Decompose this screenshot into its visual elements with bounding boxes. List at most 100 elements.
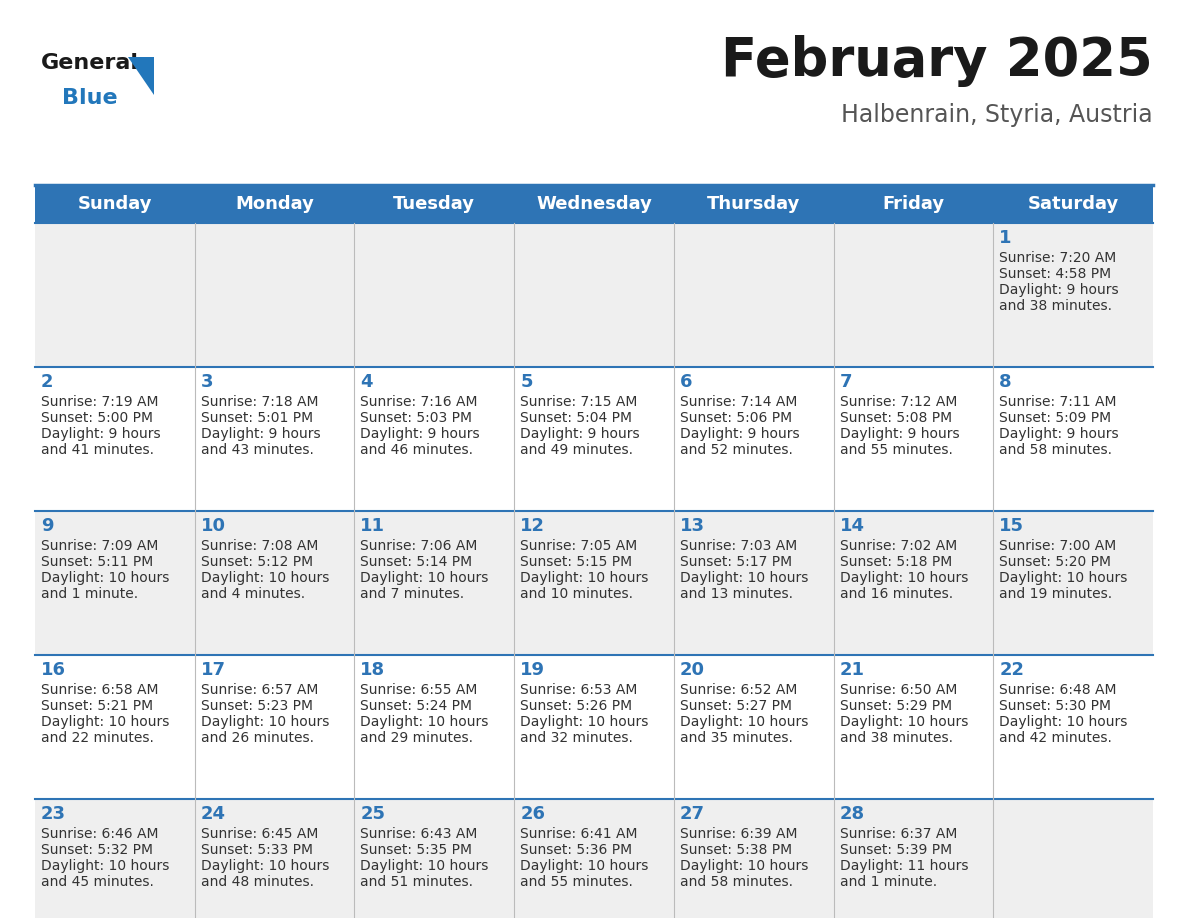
Bar	[34, 223, 1154, 367]
Text: Blue: Blue	[62, 88, 118, 107]
Text: Sunset: 5:30 PM: Sunset: 5:30 PM	[999, 699, 1111, 712]
Bar	[34, 655, 1154, 799]
Text: Sunset: 5:08 PM: Sunset: 5:08 PM	[840, 410, 952, 425]
Text: 5: 5	[520, 373, 532, 391]
Text: Sunset: 5:21 PM: Sunset: 5:21 PM	[42, 699, 153, 712]
Text: Sunset: 5:12 PM: Sunset: 5:12 PM	[201, 554, 312, 568]
Text: Daylight: 10 hours: Daylight: 10 hours	[360, 858, 488, 873]
Text: Sunrise: 6:58 AM: Sunrise: 6:58 AM	[42, 683, 158, 697]
Text: Sunset: 5:17 PM: Sunset: 5:17 PM	[680, 554, 792, 568]
Text: and 13 minutes.: and 13 minutes.	[680, 587, 792, 600]
Text: Sunset: 5:33 PM: Sunset: 5:33 PM	[201, 843, 312, 856]
Text: Sunset: 5:15 PM: Sunset: 5:15 PM	[520, 554, 632, 568]
Text: and 41 minutes.: and 41 minutes.	[42, 442, 154, 456]
Text: Daylight: 10 hours: Daylight: 10 hours	[680, 858, 808, 873]
Text: Daylight: 10 hours: Daylight: 10 hours	[520, 571, 649, 585]
Text: Sunset: 5:06 PM: Sunset: 5:06 PM	[680, 410, 792, 425]
Text: and 55 minutes.: and 55 minutes.	[840, 442, 953, 456]
Text: and 51 minutes.: and 51 minutes.	[360, 875, 474, 889]
Text: Sunrise: 7:02 AM: Sunrise: 7:02 AM	[840, 539, 956, 553]
Text: Daylight: 9 hours: Daylight: 9 hours	[999, 427, 1119, 441]
Text: and 52 minutes.: and 52 minutes.	[680, 442, 792, 456]
Text: Sunrise: 7:16 AM: Sunrise: 7:16 AM	[360, 395, 478, 409]
Text: and 19 minutes.: and 19 minutes.	[999, 587, 1112, 600]
Text: Sunset: 5:27 PM: Sunset: 5:27 PM	[680, 699, 792, 712]
Text: and 10 minutes.: and 10 minutes.	[520, 587, 633, 600]
Text: and 58 minutes.: and 58 minutes.	[680, 875, 792, 889]
Text: Sunrise: 6:37 AM: Sunrise: 6:37 AM	[840, 826, 958, 841]
Text: Sunrise: 7:14 AM: Sunrise: 7:14 AM	[680, 395, 797, 409]
Text: Sunset: 5:35 PM: Sunset: 5:35 PM	[360, 843, 473, 856]
Text: Wednesday: Wednesday	[536, 195, 652, 213]
Text: Sunrise: 7:09 AM: Sunrise: 7:09 AM	[42, 539, 158, 553]
Text: Daylight: 10 hours: Daylight: 10 hours	[999, 571, 1127, 585]
Text: Sunset: 5:39 PM: Sunset: 5:39 PM	[840, 843, 952, 856]
Bar	[34, 799, 1154, 918]
Text: Monday: Monday	[235, 195, 314, 213]
Text: Daylight: 11 hours: Daylight: 11 hours	[840, 858, 968, 873]
Text: and 43 minutes.: and 43 minutes.	[201, 442, 314, 456]
Text: 16: 16	[42, 661, 67, 679]
Text: Saturday: Saturday	[1028, 195, 1119, 213]
Text: Daylight: 10 hours: Daylight: 10 hours	[42, 714, 170, 729]
Text: Sunrise: 6:52 AM: Sunrise: 6:52 AM	[680, 683, 797, 697]
Text: 11: 11	[360, 517, 385, 535]
Text: 26: 26	[520, 805, 545, 823]
Text: and 45 minutes.: and 45 minutes.	[42, 875, 154, 889]
Text: Sunrise: 7:18 AM: Sunrise: 7:18 AM	[201, 395, 318, 409]
Text: Sunset: 5:00 PM: Sunset: 5:00 PM	[42, 410, 153, 425]
Text: Daylight: 10 hours: Daylight: 10 hours	[360, 714, 488, 729]
Text: 8: 8	[999, 373, 1012, 391]
Text: Sunrise: 6:43 AM: Sunrise: 6:43 AM	[360, 826, 478, 841]
Text: February 2025: February 2025	[721, 35, 1154, 86]
Text: and 42 minutes.: and 42 minutes.	[999, 731, 1112, 744]
Text: Daylight: 9 hours: Daylight: 9 hours	[360, 427, 480, 441]
Text: Daylight: 10 hours: Daylight: 10 hours	[42, 858, 170, 873]
Text: Daylight: 10 hours: Daylight: 10 hours	[840, 714, 968, 729]
Text: Sunset: 5:23 PM: Sunset: 5:23 PM	[201, 699, 312, 712]
Text: and 26 minutes.: and 26 minutes.	[201, 731, 314, 744]
Text: 9: 9	[42, 517, 53, 535]
Text: Daylight: 10 hours: Daylight: 10 hours	[201, 714, 329, 729]
Text: Sunrise: 6:41 AM: Sunrise: 6:41 AM	[520, 826, 638, 841]
Text: and 35 minutes.: and 35 minutes.	[680, 731, 792, 744]
Text: Sunrise: 7:19 AM: Sunrise: 7:19 AM	[42, 395, 158, 409]
Text: Sunset: 5:29 PM: Sunset: 5:29 PM	[840, 699, 952, 712]
Text: Sunset: 5:32 PM: Sunset: 5:32 PM	[42, 843, 153, 856]
Text: Sunset: 5:26 PM: Sunset: 5:26 PM	[520, 699, 632, 712]
Text: Sunrise: 6:45 AM: Sunrise: 6:45 AM	[201, 826, 318, 841]
Text: Sunrise: 7:05 AM: Sunrise: 7:05 AM	[520, 539, 638, 553]
Text: Friday: Friday	[883, 195, 944, 213]
Text: Sunset: 5:09 PM: Sunset: 5:09 PM	[999, 410, 1112, 425]
Text: 23: 23	[42, 805, 67, 823]
Text: 25: 25	[360, 805, 385, 823]
Text: 4: 4	[360, 373, 373, 391]
Text: Sunrise: 7:06 AM: Sunrise: 7:06 AM	[360, 539, 478, 553]
Text: General: General	[40, 53, 139, 73]
Text: Sunrise: 7:12 AM: Sunrise: 7:12 AM	[840, 395, 958, 409]
Text: and 29 minutes.: and 29 minutes.	[360, 731, 474, 744]
Bar	[34, 511, 1154, 655]
Text: 13: 13	[680, 517, 704, 535]
Text: 2: 2	[42, 373, 53, 391]
Text: Sunset: 5:20 PM: Sunset: 5:20 PM	[999, 554, 1111, 568]
Text: Sunset: 5:14 PM: Sunset: 5:14 PM	[360, 554, 473, 568]
Text: Sunrise: 6:46 AM: Sunrise: 6:46 AM	[42, 826, 158, 841]
Text: Daylight: 9 hours: Daylight: 9 hours	[201, 427, 321, 441]
Text: Sunrise: 7:00 AM: Sunrise: 7:00 AM	[999, 539, 1117, 553]
Text: and 46 minutes.: and 46 minutes.	[360, 442, 474, 456]
Text: 1: 1	[999, 229, 1012, 247]
Text: and 38 minutes.: and 38 minutes.	[840, 731, 953, 744]
Text: Sunrise: 6:48 AM: Sunrise: 6:48 AM	[999, 683, 1117, 697]
Text: 7: 7	[840, 373, 852, 391]
Polygon shape	[127, 57, 153, 95]
Text: and 4 minutes.: and 4 minutes.	[201, 587, 305, 600]
Text: 15: 15	[999, 517, 1024, 535]
Text: and 49 minutes.: and 49 minutes.	[520, 442, 633, 456]
Text: and 55 minutes.: and 55 minutes.	[520, 875, 633, 889]
Text: Daylight: 10 hours: Daylight: 10 hours	[999, 714, 1127, 729]
Text: and 1 minute.: and 1 minute.	[840, 875, 936, 889]
Bar	[34, 367, 1154, 511]
Text: Daylight: 10 hours: Daylight: 10 hours	[201, 571, 329, 585]
Text: Sunrise: 6:50 AM: Sunrise: 6:50 AM	[840, 683, 958, 697]
